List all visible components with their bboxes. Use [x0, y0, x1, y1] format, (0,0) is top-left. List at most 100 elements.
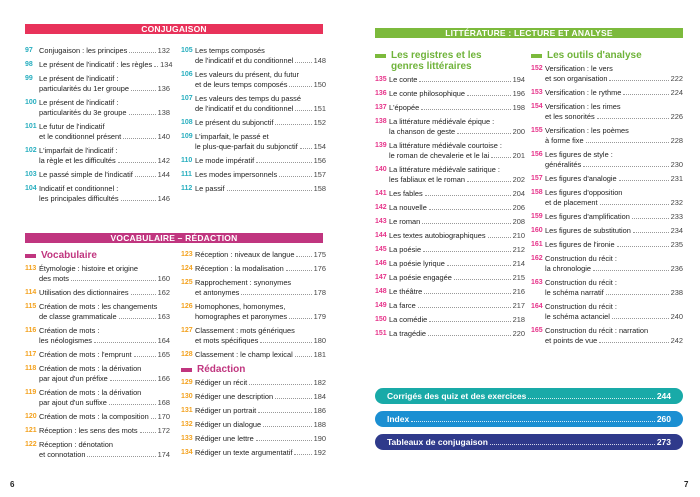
toc-entry[interactable]: 155 Versification : les poèmes à forme fix… [531, 126, 683, 146]
toc-entry[interactable]: 148 Le théâtre 216 [375, 287, 525, 297]
toc-entry[interactable]: 113 Étymologie : histoire et origine des m… [25, 264, 170, 284]
entry-number: 117 [25, 351, 37, 358]
entry-title: Classement : mots génériques [195, 326, 295, 335]
entry-line: le schéma actanciel 240 [545, 312, 683, 322]
toc-entry[interactable]: 145 La poésie 212 [375, 245, 525, 255]
entry-page: 151 [313, 104, 326, 113]
toc-entry[interactable]: 101 Le futur de l'indicatif et le conditio… [25, 122, 170, 142]
toc-entry[interactable]: 143 Le roman 208 [375, 217, 525, 227]
toc-entry[interactable]: 137 L'épopée 198 [375, 103, 525, 113]
toc-entry[interactable]: 150 La comédie 218 [375, 315, 525, 325]
toc-entry[interactable]: 123 Réception : niveaux de langue 175 [181, 250, 326, 260]
toc-entry[interactable]: 128 Classement : le champ lexical 181 [181, 350, 326, 360]
entry-line: La littérature médiévale satirique : [389, 165, 525, 175]
toc-entry[interactable]: 162 Construction du récit : la chronologie… [531, 254, 683, 274]
toc-entry[interactable]: 140 La littérature médiévale satirique :l… [375, 165, 525, 185]
toc-entry[interactable]: 157 Les figures d'analogie 231 [531, 174, 683, 184]
entry-body: La comédie 218 [389, 315, 525, 325]
toc-entry[interactable]: 165 Construction du récit : narration et p… [531, 326, 683, 346]
toc-entry[interactable]: 99 Le présent de l'indicatif : particulari… [25, 74, 170, 94]
entry-body: Homophones, homonymes, homographes et par… [195, 302, 326, 322]
toc-entry[interactable]: 134 Rédiger un texte argumentatif 192 [181, 448, 326, 458]
toc-entry[interactable]: 154 Versification : les rimes et les sonor… [531, 102, 683, 122]
toc-entry[interactable]: 151 La tragédie 220 [375, 329, 525, 339]
entry-title: Le roman [389, 217, 421, 226]
toc-entry[interactable]: 133 Rédiger une lettre 190 [181, 434, 326, 444]
entry-body: Le mode impératif 156 [195, 156, 326, 166]
toc-entry[interactable]: 122 Réception : dénotation et connotation 1… [25, 440, 170, 460]
toc-entry[interactable]: 147 La poésie engagée 215 [375, 273, 525, 283]
toc-entry[interactable]: 156 Les figures de style : généralités 230 [531, 150, 683, 170]
toc-entry[interactable]: 132 Rédiger un dialogue 188 [181, 420, 326, 430]
toc-entry[interactable]: 158 Les figures d'opposition et de placeme… [531, 188, 683, 208]
entry-line: L'imparfait de l'indicatif : [39, 146, 170, 156]
entry-body: La littérature médiévale satirique : les … [389, 165, 525, 185]
toc-entry[interactable]: 116 Création de mots : les néologismes 164 [25, 326, 170, 346]
toc-entry[interactable]: 160 Les figures de substitution 234 [531, 226, 683, 236]
entry-number: 121 [25, 427, 37, 434]
toc-entry[interactable]: 98 Le présent de l'indicatif : les règles… [25, 60, 173, 70]
entry-body: L'imparfait, le passé et le plus-que-parf… [195, 132, 326, 152]
entry-line: Le roman 208 [389, 217, 525, 227]
toc-entry[interactable]: 108 Le présent du subjonctif 152 [181, 118, 326, 128]
annex-link[interactable]: Index 260 [375, 411, 683, 427]
toc-entry[interactable]: 114 Utilisation des dictionnaires 162 [25, 288, 170, 298]
entry-line: Le présent de l'indicatif : [39, 98, 170, 108]
entry-line: Création de mots : [39, 326, 170, 336]
toc-entry[interactable]: 164 Construction du récit : le schéma acta… [531, 302, 683, 322]
toc-entry[interactable]: 100 Le présent de l'indicatif : particular… [25, 98, 170, 118]
toc-entry[interactable]: 97 Conjugaison : les principes 132 [25, 46, 170, 56]
toc-entry[interactable]: 135 Le conte 194 [375, 75, 525, 85]
entry-page: 220 [512, 329, 525, 338]
toc-entry[interactable]: 131 Rédiger un portrait 186 [181, 406, 326, 416]
toc-entry[interactable]: 126 Homophones, homonymes, homographes et … [181, 302, 326, 322]
toc-entry[interactable]: 153 Versification : le rythme 224 [531, 88, 683, 98]
toc-entry[interactable]: 144 Les textes autobiographiques 210 [375, 231, 525, 241]
toc-entry[interactable]: 110 Le mode impératif 156 [181, 156, 326, 166]
entry-title: La poésie lyrique [389, 259, 445, 268]
toc-entry[interactable]: 102 L'imparfait de l'indicatif : la règle … [25, 146, 170, 166]
toc-entry[interactable]: 112 Le passif 158 [181, 184, 326, 194]
toc-entry[interactable]: 121 Réception : les sens des mots 172 [25, 426, 170, 436]
toc-entry[interactable]: 163 Construction du récit : le schéma narr… [531, 278, 683, 298]
toc-entry[interactable]: 109 L'imparfait, le passé et le plus-que-p… [181, 132, 326, 152]
toc-entry[interactable]: 115 Création de mots : les changements de … [25, 302, 170, 322]
toc-entry[interactable]: 139 La littérature médiévale courtoise :l… [375, 141, 525, 161]
toc-entry[interactable]: 106 Les valeurs du présent, du futur et de… [181, 70, 326, 90]
toc-entry[interactable]: 111 Les modes impersonnels 157 [181, 170, 326, 180]
annex-link[interactable]: Tableaux de conjugaison 273 [375, 434, 683, 450]
entry-title: Les fables [389, 189, 423, 198]
toc-entry[interactable]: 125 Rapprochement : synonymes et antonymes… [181, 278, 326, 298]
toc-entry[interactable]: 141 Les fables 204 [375, 189, 525, 199]
toc-entry[interactable]: 152 Versification : le vers et son organis… [531, 64, 683, 84]
toc-entry[interactable]: 159 Les figures d'amplification 233 [531, 212, 683, 222]
toc-entry[interactable]: 120 Création de mots : la composition 170 [25, 412, 170, 422]
toc-entry[interactable]: 118 Création de mots : la dérivation par a… [25, 364, 170, 384]
entry-page: 142 [157, 156, 170, 165]
toc-entry[interactable]: 105 Les temps composés de l'indicatif et d… [181, 46, 326, 66]
annex-label: Tableaux de conjugaison [387, 437, 488, 447]
toc-entry[interactable]: 104 Indicatif et conditionnel : les princi… [25, 184, 170, 204]
toc-entry[interactable]: 136 Le conte philosophique 196 [375, 89, 525, 99]
toc-entry[interactable]: 138 La littérature médiévale épique : la c… [375, 117, 525, 137]
bar-icon [531, 54, 542, 58]
toc-entry[interactable]: 161 Les figures de l'ironie 235 [531, 240, 683, 250]
entry-line: Construction du récit : [545, 278, 683, 288]
toc-entry[interactable]: 103 Le passé simple de l'indicatif 144 [25, 170, 170, 180]
toc-entry[interactable]: 146 La poésie lyrique 214 [375, 259, 525, 269]
toc-entry[interactable]: 107 Les valeurs des temps du passé de l'in… [181, 94, 326, 114]
toc-entry[interactable]: 149 La farce 217 [375, 301, 525, 311]
toc-entry[interactable]: 117 Création de mots : l'emprunt 165 [25, 350, 170, 360]
entry-body: Les valeurs des temps du passé de l'indic… [195, 94, 326, 114]
toc-entry[interactable]: 127 Classement : mots génériques et mots s… [181, 326, 326, 346]
toc-entry[interactable]: 130 Rédiger une description 184 [181, 392, 326, 402]
entry-line: La poésie 212 [389, 245, 525, 255]
annex-link[interactable]: Corrigés des quiz et des exercices 244 [375, 388, 683, 404]
entry-body: La littérature médiévale épique : la chan… [389, 117, 525, 137]
toc-entry[interactable]: 129 Rédiger un récit 182 [181, 378, 326, 388]
entry-title: de classe grammaticale [39, 312, 117, 321]
toc-entry[interactable]: 119 Création de mots : la dérivation par a… [25, 388, 170, 408]
toc-entry[interactable]: 142 La nouvelle 206 [375, 203, 525, 213]
toc-entry[interactable]: 124 Réception : la modalisation 176 [181, 264, 326, 274]
entry-line: Rédiger un dialogue 188 [195, 420, 326, 430]
